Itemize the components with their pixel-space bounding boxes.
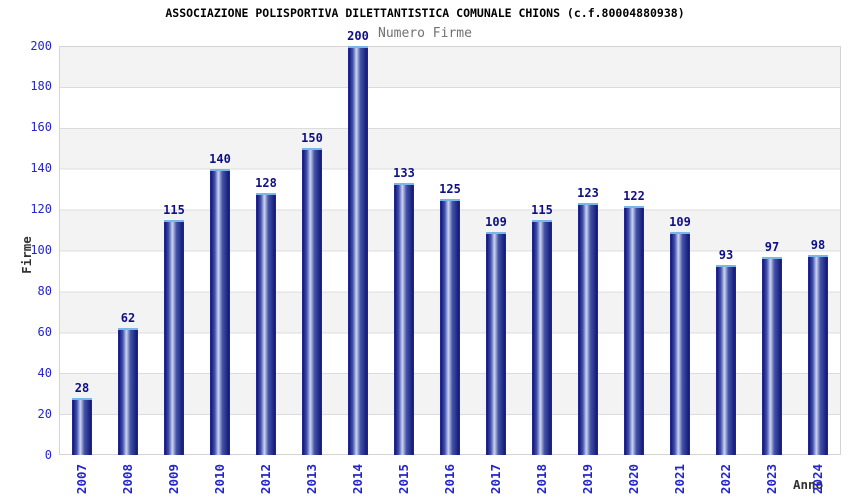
y-axis-tick-label: 0 (44, 447, 52, 462)
x-axis-tick-label: 2009 (166, 463, 181, 495)
bar-value-label: 128 (255, 176, 277, 190)
x-axis-tick-label: 2020 (626, 463, 641, 495)
bar (394, 183, 414, 455)
x-axis-tick-label: 2014 (350, 463, 365, 495)
y-axis-tick-label: 160 (30, 120, 52, 135)
bar-value-label: 140 (209, 152, 231, 166)
y-axis-tick-label: 60 (37, 324, 52, 339)
bar-value-label: 115 (531, 203, 553, 217)
y-axis-tick-label: 200 (30, 38, 52, 53)
bar (164, 220, 184, 455)
bar (72, 398, 92, 455)
bar (716, 265, 736, 455)
bar-value-label: 98 (810, 238, 826, 252)
bar-value-label: 123 (577, 186, 599, 200)
x-axis-tick-label: 2023 (764, 463, 779, 495)
x-axis-tick-label: 2010 (212, 463, 227, 495)
x-axis-tick-label: 2015 (396, 463, 411, 495)
bar (762, 257, 782, 455)
bar-value-label: 125 (439, 182, 461, 196)
bar (118, 328, 138, 455)
x-axis-tick-label: 2022 (718, 463, 733, 495)
bar-value-label: 150 (301, 131, 323, 145)
bar (578, 203, 598, 455)
bar (808, 255, 828, 455)
y-axis-tick-label: 100 (30, 243, 52, 257)
chart-title: ASSOCIAZIONE POLISPORTIVA DILETTANTISTIC… (165, 6, 685, 20)
bar-value-label: 200 (347, 29, 369, 43)
bar (532, 220, 552, 455)
bar (486, 232, 506, 455)
bar-value-label: 28 (74, 381, 90, 395)
y-axis-tick-label: 40 (37, 365, 52, 380)
x-axis-tick-label: 2016 (442, 463, 457, 495)
bar-value-label: 115 (163, 203, 185, 217)
x-axis-title: Anno (793, 477, 824, 492)
y-axis-tick-label: 140 (30, 161, 52, 176)
bar-value-label: 122 (623, 189, 645, 203)
bar (670, 232, 690, 455)
bar-value-label: 62 (120, 311, 136, 325)
legend: Numero Firme (378, 26, 472, 41)
y-axis-tick-label: 80 (37, 283, 52, 298)
x-axis-tick-label: 2017 (488, 463, 503, 495)
y-axis-tick-label: 20 (37, 406, 52, 421)
bar-value-label: 109 (669, 215, 691, 229)
y-axis-tick-label: 180 (30, 79, 52, 94)
bar (440, 199, 460, 455)
bar (256, 193, 276, 455)
bar (348, 46, 368, 455)
bar (302, 148, 322, 455)
x-axis-tick-label: 2019 (580, 463, 595, 495)
x-axis-tick-label: 2021 (672, 463, 687, 495)
bar (210, 169, 230, 455)
x-axis-tick-label: 2024 (810, 463, 825, 495)
legend-label: Numero Firme (378, 26, 472, 41)
x-axis-tick-label: 2018 (534, 463, 549, 495)
bar-value-label: 93 (718, 248, 734, 262)
x-axis-tick-label: 2008 (120, 463, 135, 495)
bar-value-label: 133 (393, 166, 415, 180)
x-axis-tick-label: 2007 (74, 463, 89, 495)
bar-value-label: 109 (485, 215, 507, 229)
bar (624, 206, 644, 455)
x-axis-tick-label: 2012 (258, 463, 273, 495)
bar-value-label: 97 (764, 240, 780, 254)
y-axis-tick-label: 120 (30, 202, 52, 217)
x-axis-tick-label: 2013 (304, 463, 319, 495)
